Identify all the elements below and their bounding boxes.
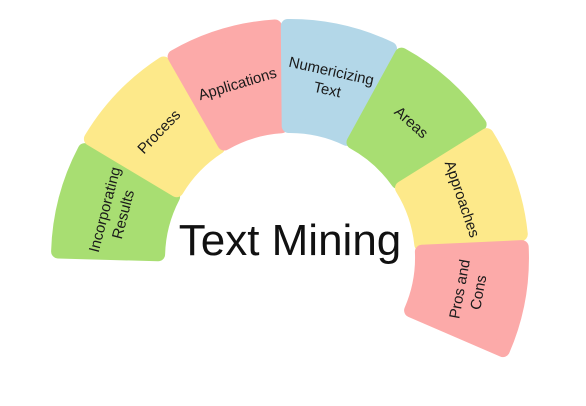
segment-1 <box>83 56 226 198</box>
segment-label-line: Cons <box>467 274 490 312</box>
center-title: Text Mining <box>179 216 402 265</box>
segment-3 <box>280 18 397 146</box>
segment-label-line: Text <box>312 79 343 102</box>
segment-4 <box>346 47 487 189</box>
segment-6 <box>404 240 529 358</box>
segment-0 <box>51 143 181 262</box>
segment-2 <box>167 19 289 151</box>
segment-5 <box>395 128 528 252</box>
